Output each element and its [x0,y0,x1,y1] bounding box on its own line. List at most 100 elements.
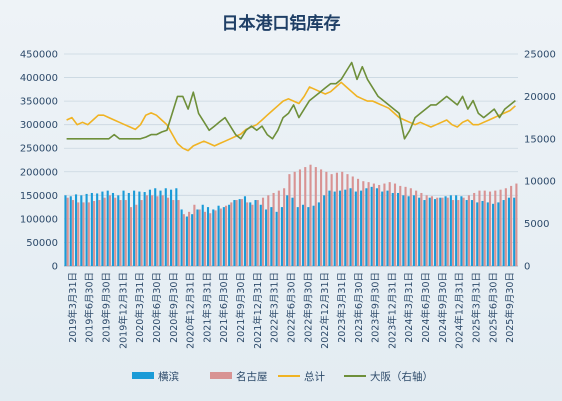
bar-yokohama [338,190,342,266]
bar-yokohama [206,207,210,266]
bar-yokohama [96,193,99,266]
bar-nagoya [420,192,423,266]
x-tick-label: 2025年9月30日 [504,272,516,343]
bar-nagoya [240,199,243,266]
x-tick-label: 2024年6月30日 [420,272,432,343]
bar-yokohama [370,186,373,266]
x-tick-label: 2022年6月30日 [286,272,298,343]
bar-yokohama [391,192,394,266]
bar-yokohama [360,190,363,266]
x-tick-label: 2019年6月30日 [84,272,96,343]
bar-nagoya [151,195,154,266]
bar-nagoya [66,197,69,266]
bar-nagoya [172,200,175,266]
x-tick-label: 2019年9月30日 [101,272,113,343]
bar-nagoya [129,207,133,266]
y-right-tick-label: 25000 [524,50,556,61]
y-left-tick-label: 50000 [26,238,58,249]
bar-yokohama [418,197,421,266]
bar-nagoya [452,200,455,266]
bar-yokohama [465,200,468,266]
y-left-tick-label: 250000 [20,144,58,155]
bar-nagoya [467,195,470,266]
bar-yokohama [122,190,125,266]
bar-yokohama [191,214,194,266]
bar-nagoya [82,202,85,266]
bar-yokohama [296,207,299,266]
x-tick-label: 2021年6月30日 [218,272,230,343]
y-left-tick-label: 0 [52,262,58,273]
bar-nagoya [314,167,317,266]
bar-yokohama [328,190,331,266]
bar-nagoya [446,197,449,266]
bar-nagoya [304,167,307,266]
bar-nagoya [182,214,185,266]
bar-yokohama [407,196,410,266]
bar-nagoya [457,200,460,266]
bar-yokohama [317,202,320,266]
bar-nagoya [346,174,349,266]
line-total [66,81,516,152]
bar-nagoya [161,195,164,266]
y-left-tick-label: 350000 [20,97,58,108]
bar-nagoya [499,189,502,266]
y-left-tick-label: 200000 [20,167,58,178]
x-tick-label: 2019年12月31日 [117,272,129,349]
legend-swatch [210,372,232,379]
bar-nagoya [251,204,254,266]
bar-yokohama [307,207,310,266]
bar-yokohama [154,188,157,266]
y-axis-right: 0 5000 10000 15000 20000 25000 [524,50,556,273]
y-right-tick-label: 15000 [524,134,556,145]
legend-label: 总计 [304,370,325,383]
bar-yokohama [270,207,273,266]
bar-yokohama [249,202,252,266]
bar-yokohama [238,199,241,266]
bar-nagoya [330,174,333,266]
bar-yokohama [386,190,389,266]
bar-yokohama [323,195,326,266]
legend-label: 大阪（右轴） [370,370,433,383]
x-tick-label: 2021年12月31日 [252,272,264,349]
bar-yokohama [513,197,516,266]
bar-yokohama [433,199,437,266]
bar-nagoya [256,200,259,266]
bar-yokohama [344,189,347,266]
bar-yokohama [138,191,141,266]
bar-yokohama [286,195,289,266]
bar-yokohama [159,190,162,266]
bar-yokohama [423,200,426,266]
bar-nagoya [325,171,328,266]
bar-nagoya [425,195,428,266]
bar-yokohama [259,204,262,266]
bar-nagoya [494,190,497,266]
bar-nagoya [277,190,280,266]
bar-nagoya [114,197,117,266]
bar-nagoya [267,195,270,266]
bar-yokohama [106,190,109,266]
bar-yokohama [196,209,199,266]
bar-yokohama [481,200,484,266]
bar-yokohama [312,205,315,266]
bar-nagoya [473,192,476,266]
bar-yokohama [228,204,231,266]
bar-nagoya [388,182,391,266]
bar-nagoya [108,195,111,266]
x-tick-label: 2019年3月31日 [67,272,79,343]
x-tick-label: 2023年9月30日 [370,272,382,343]
legend: 横滨 名古屋 总计 大阪（右轴） [132,370,433,383]
bar-yokohama [507,197,510,266]
bar-yokohama [412,195,415,266]
x-tick-label: 2020年9月30日 [168,272,180,343]
bar-yokohama [492,203,495,266]
legend-label: 名古屋 [236,370,268,383]
bar-nagoya [93,200,96,266]
x-tick-label: 2021年3月31日 [201,272,213,343]
legend-label: 横滨 [158,370,179,383]
bar-yokohama [111,192,115,266]
bar-yokohama [74,194,78,266]
bar-nagoya [478,190,481,266]
x-tick-label: 2023年3月31日 [336,272,348,343]
bar-yokohama [349,188,352,266]
